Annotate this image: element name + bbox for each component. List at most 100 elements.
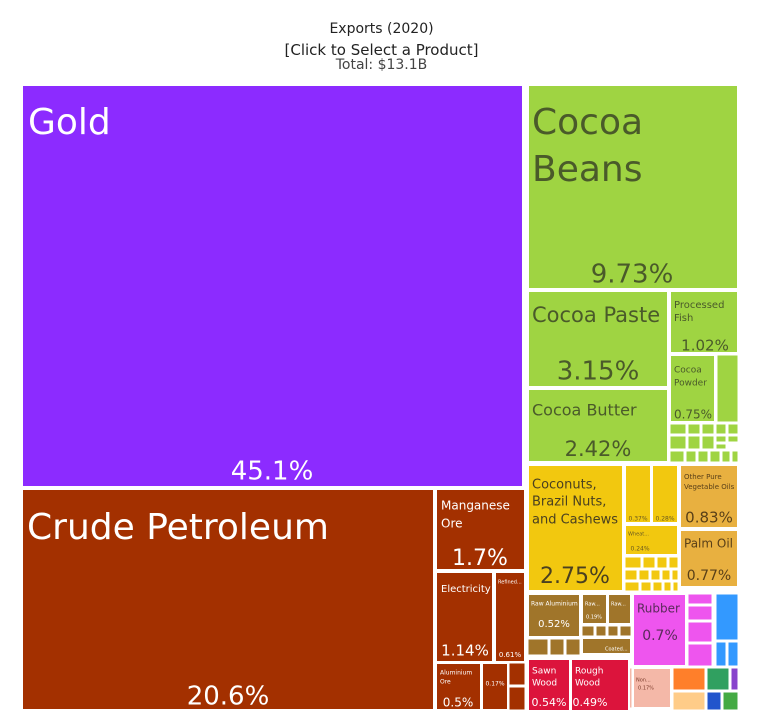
- treemap-tile-rect[interactable]: [527, 84, 739, 290]
- treemap-minor-tile[interactable]: [669, 435, 687, 450]
- treemap-minor-tile[interactable]: [624, 581, 640, 592]
- treemap-minor-tile[interactable]: [715, 443, 727, 450]
- treemap-minor-tile[interactable]: [701, 423, 715, 435]
- treemap-minor-tile[interactable]: [716, 354, 739, 423]
- treemap-tile-item-6[interactable]: 0.17%: [481, 662, 509, 711]
- treemap-minor-tile[interactable]: [715, 423, 727, 435]
- treemap-minor-tile[interactable]: [687, 605, 713, 621]
- treemap-minor-tile[interactable]: [508, 686, 526, 711]
- treemap-minor-tile[interactable]: [640, 581, 652, 592]
- treemap-minor-tile[interactable]: [706, 691, 722, 711]
- treemap-minor-tile[interactable]: [624, 556, 642, 569]
- treemap-tile-crude-petroleum[interactable]: Crude Petroleum 20.6%: [21, 488, 435, 712]
- treemap-tile-sawn-wood[interactable]: Sawn Wood 0.54%: [527, 658, 571, 712]
- treemap-tile-rect[interactable]: [21, 84, 524, 488]
- treemap-minor-tile[interactable]: [669, 450, 685, 463]
- treemap-minor-tile[interactable]: [727, 641, 739, 667]
- treemap-tile-rect[interactable]: [435, 488, 526, 571]
- treemap-minor-tile[interactable]: [619, 625, 632, 637]
- treemap-minor-tile[interactable]: [713, 593, 716, 596]
- treemap-tile-item-13[interactable]: 0.37%: [624, 464, 652, 524]
- treemap-minor-tile[interactable]: [624, 569, 638, 581]
- treemap-tile-raw-aluminium[interactable]: Raw Aluminium 0.52%: [527, 593, 581, 638]
- treemap-minor-tile[interactable]: [730, 667, 739, 691]
- treemap-tile-rect[interactable]: [527, 658, 571, 712]
- treemap-tile-processed-fish[interactable]: Processed Fish 1.02%: [669, 290, 739, 355]
- treemap-tile-cocoa-powder[interactable]: Cocoa Powder 0.75%: [669, 354, 716, 423]
- treemap-minor-tile[interactable]: [731, 450, 739, 463]
- treemap-tile-cocoa-butter[interactable]: Cocoa Butter 2.42%: [527, 388, 669, 463]
- treemap-minor-tile[interactable]: [715, 593, 739, 641]
- treemap-minor-tile[interactable]: [527, 638, 549, 656]
- treemap-tile-non[interactable]: Non... 0.17%: [632, 667, 672, 709]
- treemap-minor-tile[interactable]: [687, 643, 713, 667]
- treemap-minor-tile[interactable]: [685, 450, 697, 463]
- treemap-tile-rect[interactable]: [651, 464, 679, 524]
- treemap-tile-rect[interactable]: [527, 388, 669, 463]
- treemap-tile-rect[interactable]: [607, 593, 632, 625]
- treemap-minor-tile[interactable]: [668, 556, 679, 569]
- treemap-tile-other-pure-vegetable-oils[interactable]: Other Pure Vegetable Oils 0.83%: [679, 464, 739, 529]
- treemap-minor-tile[interactable]: [706, 667, 730, 691]
- treemap-tile-manganese-ore[interactable]: Manganese Ore 1.7%: [435, 488, 526, 571]
- treemap-tile-electricity[interactable]: Electricity 1.14%: [435, 571, 494, 663]
- treemap-minor-tile[interactable]: [687, 621, 713, 643]
- treemap-minor-tile[interactable]: [669, 423, 687, 435]
- treemap-tile-rect[interactable]: [581, 637, 632, 655]
- treemap-minor-tile[interactable]: [672, 691, 706, 711]
- treemap-minor-tile[interactable]: [697, 450, 709, 463]
- treemap-tile-rect[interactable]: [481, 662, 509, 711]
- treemap-minor-tile[interactable]: [607, 625, 619, 637]
- treemap-tile-rect[interactable]: [632, 667, 672, 709]
- treemap-minor-tile[interactable]: [652, 581, 663, 592]
- treemap-minor-tile[interactable]: [661, 569, 671, 581]
- treemap-tile-rect[interactable]: [669, 354, 716, 423]
- treemap-minor-tile[interactable]: [565, 638, 581, 656]
- treemap-minor-tile[interactable]: [642, 556, 656, 569]
- treemap-tile-rect[interactable]: [527, 464, 624, 592]
- treemap-minor-tile[interactable]: [581, 625, 595, 637]
- treemap-minor-tile[interactable]: [727, 435, 739, 443]
- treemap-minor-tile[interactable]: [709, 450, 721, 463]
- treemap-minor-tile[interactable]: [687, 435, 701, 450]
- treemap-tile-rect[interactable]: [679, 464, 739, 529]
- treemap-tile-palm-oil[interactable]: Palm Oil 0.77%: [679, 529, 739, 588]
- treemap-tile-rect[interactable]: [581, 593, 608, 625]
- treemap-minor-tile[interactable]: [687, 593, 713, 605]
- treemap-minor-tile[interactable]: [549, 638, 565, 656]
- treemap-minor-tile[interactable]: [671, 569, 679, 581]
- treemap-minor-tile[interactable]: [727, 423, 739, 435]
- treemap-minor-tile[interactable]: [581, 655, 632, 658]
- treemap-tile-raw[interactable]: Raw... 0.19%: [581, 593, 608, 625]
- treemap-tile-rect[interactable]: [527, 290, 669, 388]
- treemap-minor-tile[interactable]: [672, 581, 679, 592]
- treemap-minor-tile[interactable]: [715, 641, 727, 667]
- treemap-minor-tile[interactable]: [701, 435, 715, 450]
- treemap-tile-aluminium-ore[interactable]: Aluminium Ore 0.5%: [435, 662, 482, 711]
- treemap-tile-rect[interactable]: [624, 464, 652, 524]
- treemap-tile-rect[interactable]: [632, 593, 687, 667]
- treemap-minor-tile[interactable]: [672, 667, 706, 691]
- treemap-tile-rect[interactable]: [679, 529, 739, 588]
- treemap-minor-tile[interactable]: [687, 423, 701, 435]
- treemap-tile-rect[interactable]: [624, 524, 679, 556]
- treemap-tile-cocoa-beans[interactable]: Cocoa Beans 9.73%: [527, 84, 739, 290]
- treemap-tile-rubber[interactable]: Rubber 0.7%: [632, 593, 687, 667]
- select-product-button[interactable]: [Click to Select a Product]: [284, 41, 479, 59]
- treemap-minor-tile[interactable]: [595, 625, 607, 637]
- treemap-minor-tile[interactable]: [650, 569, 661, 581]
- treemap-minor-tile[interactable]: [638, 569, 650, 581]
- treemap-tile-raw[interactable]: Raw...: [607, 593, 632, 625]
- treemap-tile-wheat[interactable]: Wheat... 0.24%: [624, 524, 679, 556]
- treemap-tile-gold[interactable]: Gold 45.1%: [21, 84, 524, 488]
- treemap-tile-coated[interactable]: Coated...: [581, 637, 632, 655]
- treemap-tile-refined[interactable]: Refined... 0.61%: [494, 571, 526, 663]
- treemap-minor-tile[interactable]: [663, 581, 672, 592]
- treemap-minor-tile[interactable]: [722, 691, 739, 711]
- treemap-tile-item-14[interactable]: 0.28%: [651, 464, 679, 524]
- treemap-tile-rect[interactable]: [669, 290, 739, 354]
- treemap-tile-rect[interactable]: [21, 488, 435, 711]
- treemap-minor-tile[interactable]: [721, 450, 731, 463]
- treemap-tile-rect[interactable]: [494, 571, 526, 663]
- treemap-minor-tile[interactable]: [508, 662, 526, 686]
